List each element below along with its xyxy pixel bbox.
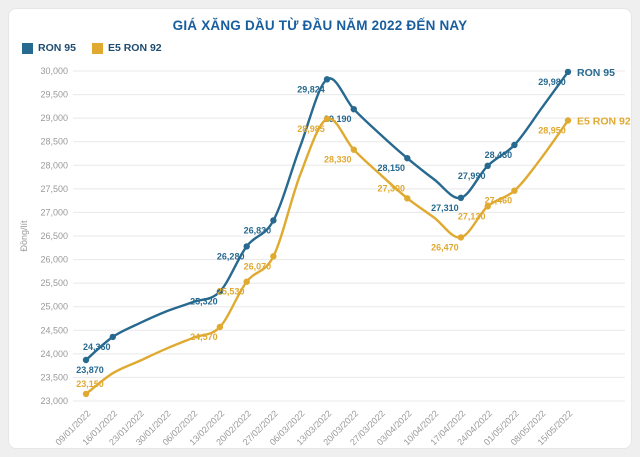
data-point-label-ron-95: 28,150: [378, 163, 406, 173]
data-point-label-e5-ron-92: 28,985: [297, 124, 325, 134]
data-point-e5-ron-92: [457, 234, 465, 241]
y-axis-label: 24,000: [40, 349, 68, 359]
y-axis-label: 29,000: [40, 113, 68, 123]
data-point-label-e5-ron-92: 27,460: [485, 196, 513, 206]
chart-legend: RON 95 E5 RON 92: [22, 42, 162, 54]
data-point-ron-95: [323, 76, 331, 83]
data-point-label-e5-ron-92: 27,130: [458, 211, 486, 221]
data-point-ron-95: [404, 155, 411, 162]
data-point-e5-ron-92: [564, 117, 572, 124]
data-point-e5-ron-92: [216, 323, 224, 331]
data-point-e5-ron-92: [350, 146, 357, 153]
y-axis-label: 26,500: [40, 231, 68, 241]
y-axis-label: 23,500: [40, 372, 68, 382]
chart-title: GIÁ XĂNG DẦU TỪ ĐẦU NĂM 2022 ĐẾN NAY: [172, 18, 468, 33]
fuel-price-line-chart: 23,000 23,500 24,000 24,500 25,000 25,500 26,0…: [19, 66, 631, 447]
data-point-label-ron-95: 29,190: [324, 114, 352, 124]
data-point-e5-ron-92: [511, 187, 518, 194]
y-axis-label: 29,500: [40, 90, 68, 100]
y-axis-label: 23,000: [40, 396, 68, 406]
legend-swatch-e5-ron-92-icon: [91, 42, 103, 54]
data-point-label-e5-ron-92: 27,300: [378, 183, 406, 193]
data-point-ron-95: [564, 68, 572, 76]
data-point-label-ron-95: 25,320: [190, 297, 218, 307]
y-axis-label: 24,500: [40, 325, 68, 335]
data-point-label-ron-95: 24,360: [83, 342, 111, 352]
data-point-label-ron-95: 29,824: [297, 84, 325, 94]
data-point-label-ron-95: 27,310: [431, 203, 459, 213]
data-point-label-e5-ron-92: 28,330: [324, 155, 352, 165]
data-point-label-ron-95: 29,980: [538, 77, 566, 87]
data-point-ron-95: [511, 141, 518, 149]
y-axis-label: 26,000: [40, 255, 68, 265]
data-point-ron-95: [82, 356, 90, 364]
data-point-label-ron-95: 26,830: [244, 225, 272, 235]
data-point-label-e5-ron-92: 23,150: [76, 379, 104, 389]
data-point-label-e5-ron-92: 26,070: [244, 261, 272, 271]
data-point-label-ron-95: 28,430: [485, 150, 513, 160]
data-point-ron-95: [484, 162, 491, 169]
data-point-ron-95: [270, 217, 277, 224]
data-point-label-e5-ron-92: 28,950: [538, 126, 566, 136]
legend-item-e5-ron-92: E5 RON 92: [91, 42, 162, 54]
y-axis-label: 25,000: [40, 302, 68, 312]
data-point-e5-ron-92: [270, 253, 277, 260]
y-axis-label: 25,500: [40, 278, 68, 288]
data-point-e5-ron-92: [323, 115, 331, 123]
legend-swatch-ron-95-icon: [22, 42, 33, 54]
data-point-e5-ron-92: [243, 278, 250, 285]
data-point-label-e5-ron-92: 26,470: [431, 242, 459, 252]
chart-card: GIÁ XĂNG DẦU TỪ ĐẦU NĂM 2022 ĐẾN NAY RON…: [8, 8, 632, 449]
data-point-label-e5-ron-92: 24,570: [190, 332, 218, 342]
data-point-e5-ron-92: [404, 195, 411, 202]
data-point-label-ron-95: 26,280: [217, 251, 245, 261]
data-point-label-ron-95: 23,870: [76, 365, 104, 375]
data-point-ron-95: [457, 194, 465, 201]
legend-label-e5-ron-92: E5 RON 92: [107, 42, 162, 54]
y-axis-label: 28,500: [40, 137, 68, 147]
series-end-label-e5-ron-92: E5 RON 92: [577, 116, 631, 128]
data-point-ron-95: [216, 288, 224, 295]
y-axis-label: 27,000: [40, 207, 68, 217]
legend-item-ron-95: RON 95: [22, 42, 76, 54]
data-point-ron-95: [243, 243, 250, 250]
data-point-label-ron-95: 27,990: [458, 171, 486, 181]
y-axis-label: 28,000: [40, 160, 68, 170]
data-point-e5-ron-92: [484, 203, 491, 210]
data-point-e5-ron-92: [82, 390, 90, 398]
data-point-ron-95: [350, 106, 357, 113]
data-point-ron-95: [109, 333, 117, 341]
legend-label-ron-95: RON 95: [38, 42, 76, 54]
y-axis-label: 27,500: [40, 184, 68, 194]
series-end-label-ron-95: RON 95: [577, 67, 615, 79]
data-point-label-e5-ron-92: 25,530: [217, 287, 245, 297]
y-axis-title: Đồng/lít: [19, 220, 29, 252]
y-axis-label: 30,000: [40, 66, 68, 76]
